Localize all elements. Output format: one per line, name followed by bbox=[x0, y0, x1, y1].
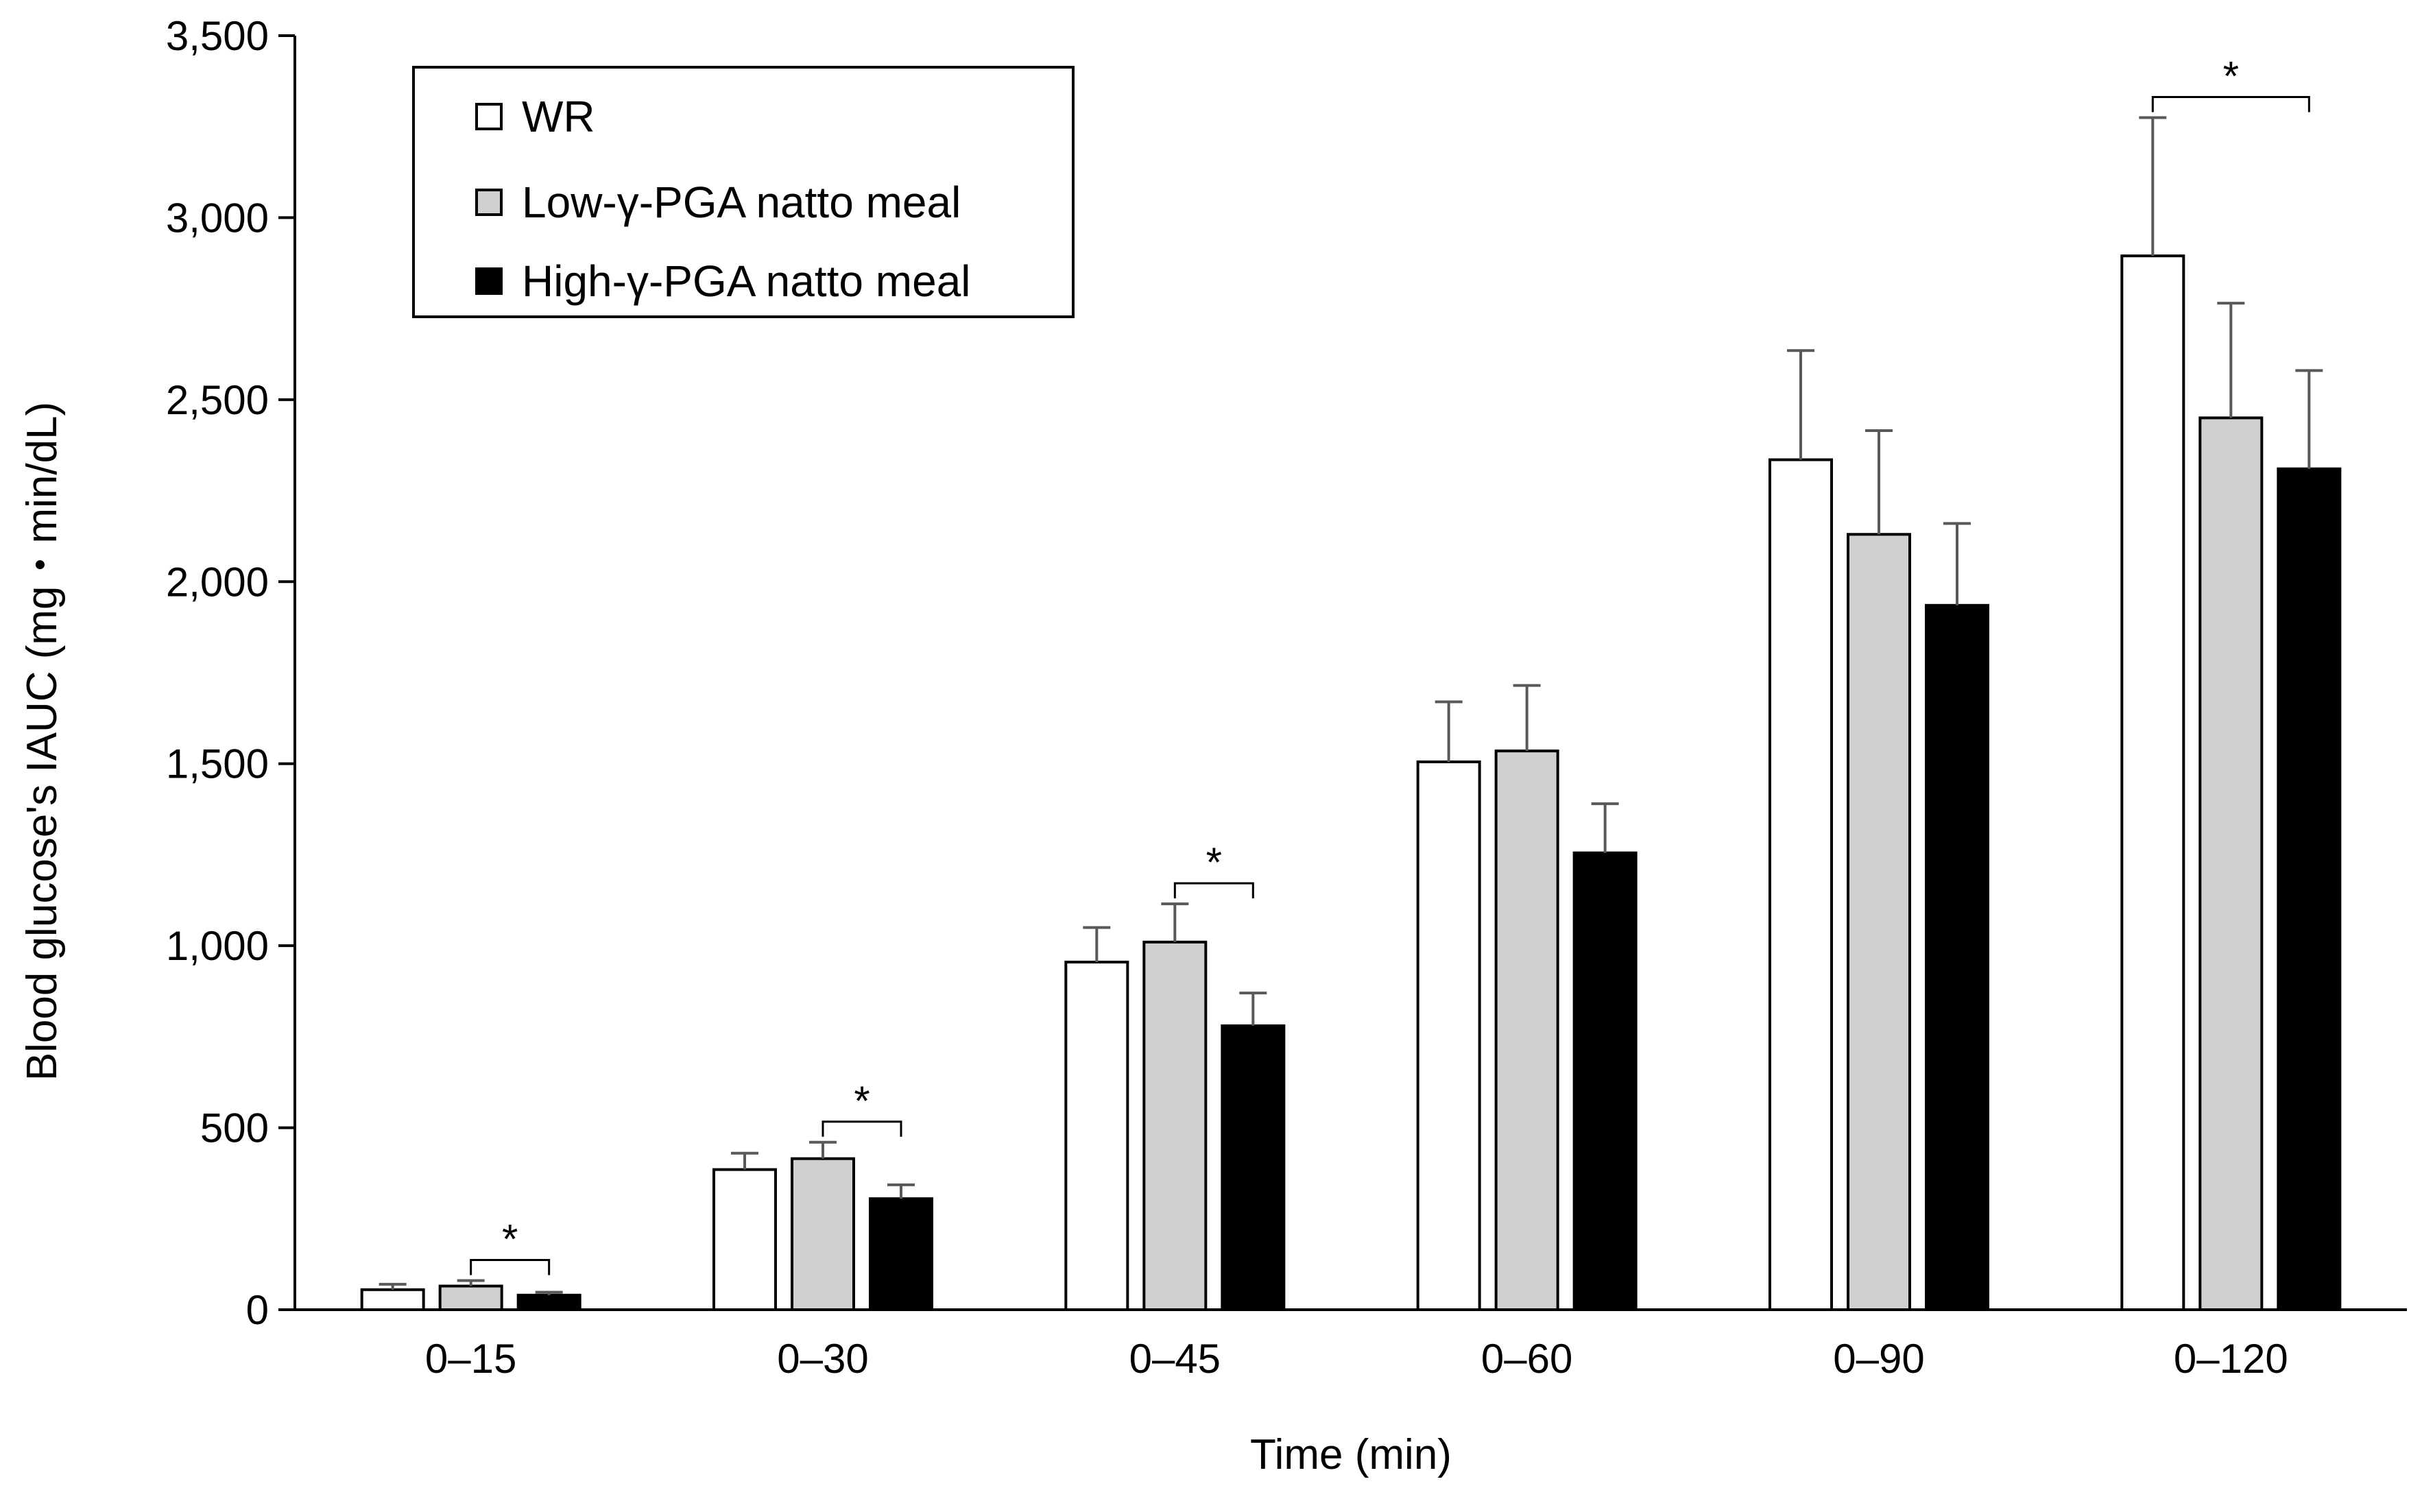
x-tick-label: 0–120 bbox=[2174, 1336, 2288, 1382]
bar-series-2 bbox=[438, 1284, 503, 1311]
legend-swatch bbox=[475, 189, 503, 216]
legend-label: WR bbox=[522, 92, 595, 141]
bar-series-3 bbox=[869, 1197, 933, 1312]
x-tick-label: 0–90 bbox=[1833, 1336, 1924, 1382]
significance-bracket bbox=[2151, 95, 2310, 112]
significance-layer: * * * * bbox=[470, 53, 2310, 1275]
bar-series-2 bbox=[1847, 533, 1911, 1311]
bar-series-2 bbox=[2198, 416, 2264, 1311]
legend-box bbox=[412, 66, 1075, 318]
bar-series-3 bbox=[1572, 851, 1638, 1311]
y-tick-label: 1,000 bbox=[166, 923, 269, 969]
significance-star: * bbox=[2223, 53, 2239, 99]
significance-bracket bbox=[470, 1259, 551, 1275]
y-tick-label: 0 bbox=[246, 1287, 269, 1333]
legend-swatch bbox=[475, 267, 503, 295]
bar-series-3 bbox=[1221, 1024, 1286, 1311]
significance-bracket bbox=[822, 1120, 902, 1137]
bars-layer bbox=[360, 254, 2342, 1312]
legend-label: Low-γ-PGA natto meal bbox=[522, 178, 961, 227]
significance-star: * bbox=[502, 1216, 518, 1262]
bar-series-1 bbox=[712, 1168, 777, 1311]
bar-series-1 bbox=[1768, 458, 1833, 1311]
x-tick-label: 0–60 bbox=[1481, 1336, 1572, 1382]
y-tick-label: 3,500 bbox=[166, 13, 269, 59]
bar-series-1 bbox=[1416, 760, 1481, 1312]
x-axis-title: Time (min) bbox=[1250, 1431, 1452, 1478]
y-ticks: 0 500 1,000 1,500 2,000 2,500 3,000 3,500 bbox=[166, 13, 295, 1333]
x-tick-label: 0–15 bbox=[425, 1336, 516, 1382]
bar-series-1 bbox=[1064, 961, 1129, 1311]
legend-items: WR Low-γ-PGA natto meal High-γ-PGA natto m… bbox=[475, 92, 971, 306]
bar-series-2 bbox=[1142, 940, 1208, 1311]
x-tick-label: 0–30 bbox=[777, 1336, 868, 1382]
significance-star: * bbox=[854, 1078, 870, 1124]
y-tick-label: 500 bbox=[200, 1105, 269, 1151]
bar-series-3 bbox=[516, 1293, 581, 1312]
bar-series-3 bbox=[2277, 467, 2342, 1311]
significance-star: * bbox=[1206, 839, 1222, 885]
x-ticks: 0–15 0–30 0–45 0–60 0–90 0–120 bbox=[425, 1336, 2288, 1382]
bar-series-3 bbox=[1925, 603, 1989, 1312]
error-bars-layer bbox=[379, 116, 2323, 1295]
y-tick-label: 3,000 bbox=[166, 195, 269, 241]
axes-layer bbox=[293, 36, 2407, 1311]
bar-series-2 bbox=[791, 1157, 855, 1312]
legend-label: High-γ-PGA natto meal bbox=[522, 256, 971, 306]
significance-bracket bbox=[1173, 882, 1254, 899]
y-tick-label: 1,500 bbox=[166, 741, 269, 787]
bar-series-1 bbox=[360, 1288, 425, 1311]
legend: WR Low-γ-PGA natto meal High-γ-PGA natto m… bbox=[412, 66, 1075, 318]
y-axis-title: Blood glucose's IAUC (mg・min/dL) bbox=[19, 402, 66, 1081]
bar-series-2 bbox=[1494, 749, 1559, 1311]
x-tick-label: 0–45 bbox=[1129, 1336, 1221, 1382]
y-tick-label: 2,000 bbox=[166, 559, 269, 605]
legend-swatch bbox=[475, 103, 503, 130]
bar-series-1 bbox=[2120, 254, 2185, 1311]
y-tick-label: 2,500 bbox=[166, 377, 269, 423]
